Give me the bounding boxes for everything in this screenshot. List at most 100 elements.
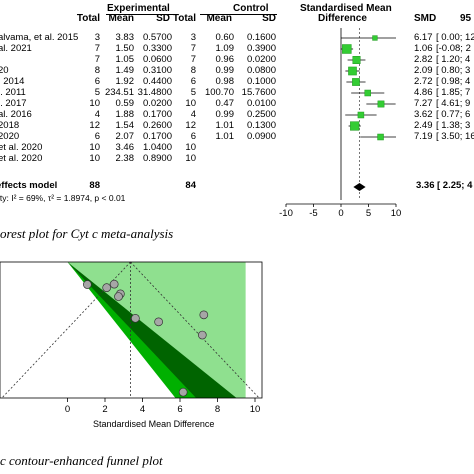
cell-sd-c: 0.0100 (246, 98, 276, 109)
funnel-point (109, 279, 119, 289)
control-underline (200, 14, 277, 15)
study-square (377, 133, 384, 141)
cell-mean-e: 1.05 (115, 54, 135, 65)
pooled-ci: [ 2.25; 4 (437, 180, 473, 191)
cell-mean-e: 2.07 (115, 131, 135, 142)
funnel-point (102, 283, 112, 292)
cell-sd-e: 0.8900 (142, 153, 172, 164)
cell-ci: [ 0.98; 4 (436, 76, 471, 87)
funnel-x-tick-label: 8 (215, 404, 220, 415)
cell-mean-e: 1.54 (115, 120, 135, 131)
study-name: l. 2011 (0, 87, 26, 98)
cell-mean-e: 1.92 (115, 76, 135, 87)
cell-total-c: 10 (185, 98, 196, 109)
pooled-total-c: 84 (185, 180, 196, 191)
cell-ci: [ 3.50; 16 (436, 131, 474, 142)
cell-total-c: 4 (190, 109, 196, 120)
cell-smd: 6.17 (414, 32, 433, 43)
cell-sd-c: 0.1000 (246, 76, 276, 87)
cell-ci: [ 0.00; 12 (436, 32, 474, 43)
cell-ci: [ 1.20; 4 (436, 54, 471, 65)
cell-sd-e: 0.3100 (142, 65, 172, 76)
funnel-point (114, 292, 123, 301)
cell-sd-c: 0.0200 (246, 54, 276, 65)
study-name: 20 (0, 65, 9, 76)
forest-plot: -10 -5 0 5 10 (279, 28, 401, 219)
cell-sd-e: 0.1700 (142, 109, 172, 120)
cell-mean-e: 1.49 (115, 65, 135, 76)
header-control: Control (233, 3, 269, 14)
cell-ci: [ 4.61; 9 (436, 98, 471, 109)
cell-ci: [ 1.38; 3 (436, 120, 471, 131)
study-square (372, 35, 378, 41)
cell-mean-e: 1.88 (115, 109, 135, 120)
cell-mean-c: 1.01 (215, 120, 235, 131)
cell-sd-e: 31.4800 (137, 87, 172, 98)
cell-total-e: 4 (94, 109, 100, 120)
funnel-x-tick-label: 10 (250, 404, 261, 415)
funnel-x-label: Standardised Mean Difference (93, 419, 214, 429)
funnel-x-tick-label: 0 (65, 404, 70, 415)
study-square (364, 89, 371, 97)
cell-sd-c: 0.0900 (246, 131, 276, 142)
cell-mean-c: 0.98 (215, 76, 235, 87)
pooled-diamond (353, 183, 366, 191)
cell-mean-c: 1.01 (215, 131, 235, 142)
cell-sd-c: 0.1600 (246, 32, 276, 43)
cell-total-e: 7 (94, 43, 100, 54)
cell-smd: 1.06 (414, 43, 433, 54)
funnel-point (83, 280, 92, 289)
funnel-left-blank (0, 262, 68, 398)
funnel-point (197, 330, 207, 340)
cell-smd: 3.62 (414, 109, 433, 120)
funnel-x-tick-label: 2 (102, 404, 107, 415)
cell-total-c: 5 (190, 87, 196, 98)
cell-total-e: 10 (89, 153, 100, 164)
study-name: 2020 (0, 131, 20, 142)
cell-sd-c: 15.7600 (241, 87, 276, 98)
forest-x-tick-label: -5 (309, 208, 317, 219)
forest-x-tick-label: -10 (279, 208, 293, 219)
cell-total-e: 5 (94, 87, 100, 98)
cell-sd-e: 0.2600 (142, 120, 172, 131)
cell-total-c: 3 (190, 32, 196, 43)
cell-mean-e: 2.38 (115, 153, 135, 164)
header-experimental: Experimental (107, 3, 170, 14)
cell-sd-e: 0.1700 (142, 131, 172, 142)
cell-total-e: 6 (94, 76, 100, 87)
cell-mean-c: 0.47 (215, 98, 235, 109)
study-name: al. 2021 (0, 43, 32, 54)
cell-mean-c: 0.99 (215, 65, 235, 76)
funnel-point (199, 310, 209, 320)
cell-total-c: 6 (190, 76, 196, 87)
pooled-total-e: 88 (89, 180, 100, 191)
cell-sd-c: 0.1300 (246, 120, 276, 131)
col-sd-e: SD (156, 13, 170, 24)
cell-sd-e: 0.0200 (142, 98, 172, 109)
cell-sd-e: 0.3300 (142, 43, 172, 54)
study-square (350, 121, 360, 131)
cell-ci: [ 1.85; 7 (436, 87, 471, 98)
study-square (352, 56, 361, 64)
cell-smd: 2.72 (414, 76, 433, 87)
cell-total-e: 8 (94, 65, 100, 76)
cell-sd-e: 0.4400 (142, 76, 172, 87)
cell-total-e: 10 (89, 142, 100, 153)
col-total-e: Total (76, 13, 100, 24)
funnel-ci-left (1, 261, 131, 399)
pooled-label: effects model (0, 180, 58, 191)
cell-total-c: 7 (190, 43, 196, 54)
forest-caption: orest plot for Cyt c meta-analysis (0, 226, 174, 241)
funnel-point (178, 387, 188, 397)
cell-total-c: 8 (190, 65, 196, 76)
cell-total-c: 7 (190, 54, 196, 65)
study-name: 2018 (0, 120, 20, 131)
cell-ci: [-0.08; 2 (436, 43, 471, 54)
cell-total-e: 6 (94, 131, 100, 142)
cell-total-c: 10 (185, 142, 196, 153)
study-name: l. 2017 (0, 98, 27, 109)
cell-mean-c: 0.96 (215, 54, 235, 65)
cell-mean-c: 0.60 (215, 32, 235, 43)
funnel-point (154, 317, 163, 327)
